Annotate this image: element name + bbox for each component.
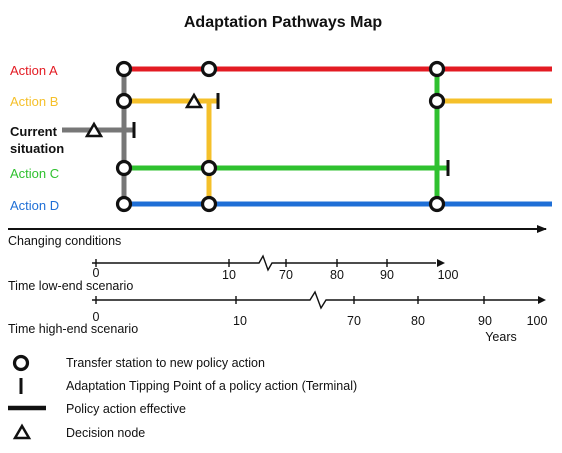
legend: Transfer station to new policy action Ad… (8, 354, 357, 440)
label-current-line2: situation (10, 141, 64, 156)
low-end-tick-label-0: 0 (93, 266, 100, 280)
transfer-station-a3 (428, 60, 446, 78)
high-end-tick-label-0: 0 (93, 310, 100, 324)
label-action-b: Action B (10, 94, 58, 109)
page-title: Adaptation Pathways Map (184, 14, 382, 31)
transfer-station-c1 (115, 159, 133, 177)
label-current-line1: Current (10, 124, 58, 139)
high-end-tick-label-10: 10 (233, 314, 247, 328)
low-end-tick-label-80: 80 (330, 268, 344, 282)
transfer-station-a2 (200, 60, 218, 78)
transfer-station-c2 (200, 159, 218, 177)
decision-node-action-b (184, 92, 204, 109)
high-end-label: Time high-end scenario (8, 322, 138, 336)
legend-label-transfer: Transfer station to new policy action (66, 356, 265, 370)
high-end-unit: Years (485, 330, 517, 344)
transfer-station-d1 (115, 195, 133, 213)
high-end-arrowhead (538, 296, 546, 304)
high-end-tick-label-90: 90 (478, 314, 492, 328)
changing-conditions-label: Changing conditions (8, 234, 121, 248)
label-action-c: Action C (10, 166, 59, 181)
transfer-station-b1 (115, 92, 133, 110)
transfer-station-d2 (200, 195, 218, 213)
low-end-arrowhead (437, 259, 445, 267)
legend-triangle-icon (12, 423, 32, 440)
low-end-label: Time low-end scenario (8, 279, 133, 293)
decision-node-current (84, 121, 104, 138)
low-end-tick-label-70: 70 (279, 268, 293, 282)
high-end-tick-label-100: 100 (527, 314, 548, 328)
legend-circle-icon (12, 354, 30, 372)
transfer-station-b2 (428, 92, 446, 110)
legend-label-decision: Decision node (66, 426, 145, 440)
label-action-a: Action A (10, 63, 58, 78)
legend-label-terminal: Adaptation Tipping Point of a policy act… (66, 379, 357, 393)
low-end-tick-label-90: 90 (380, 268, 394, 282)
low-end-axis (92, 254, 436, 272)
low-end-tick-label-100: 100 (438, 268, 459, 282)
low-end-tick-label-10: 10 (222, 268, 236, 282)
high-end-axis (92, 290, 538, 310)
label-action-d: Action D (10, 198, 59, 213)
high-end-tick-label-70: 70 (347, 314, 361, 328)
high-end-tick-label-80: 80 (411, 314, 425, 328)
transfer-station-d3 (428, 195, 446, 213)
legend-label-effective: Policy action effective (66, 402, 186, 416)
transfer-station-a1 (115, 60, 133, 78)
